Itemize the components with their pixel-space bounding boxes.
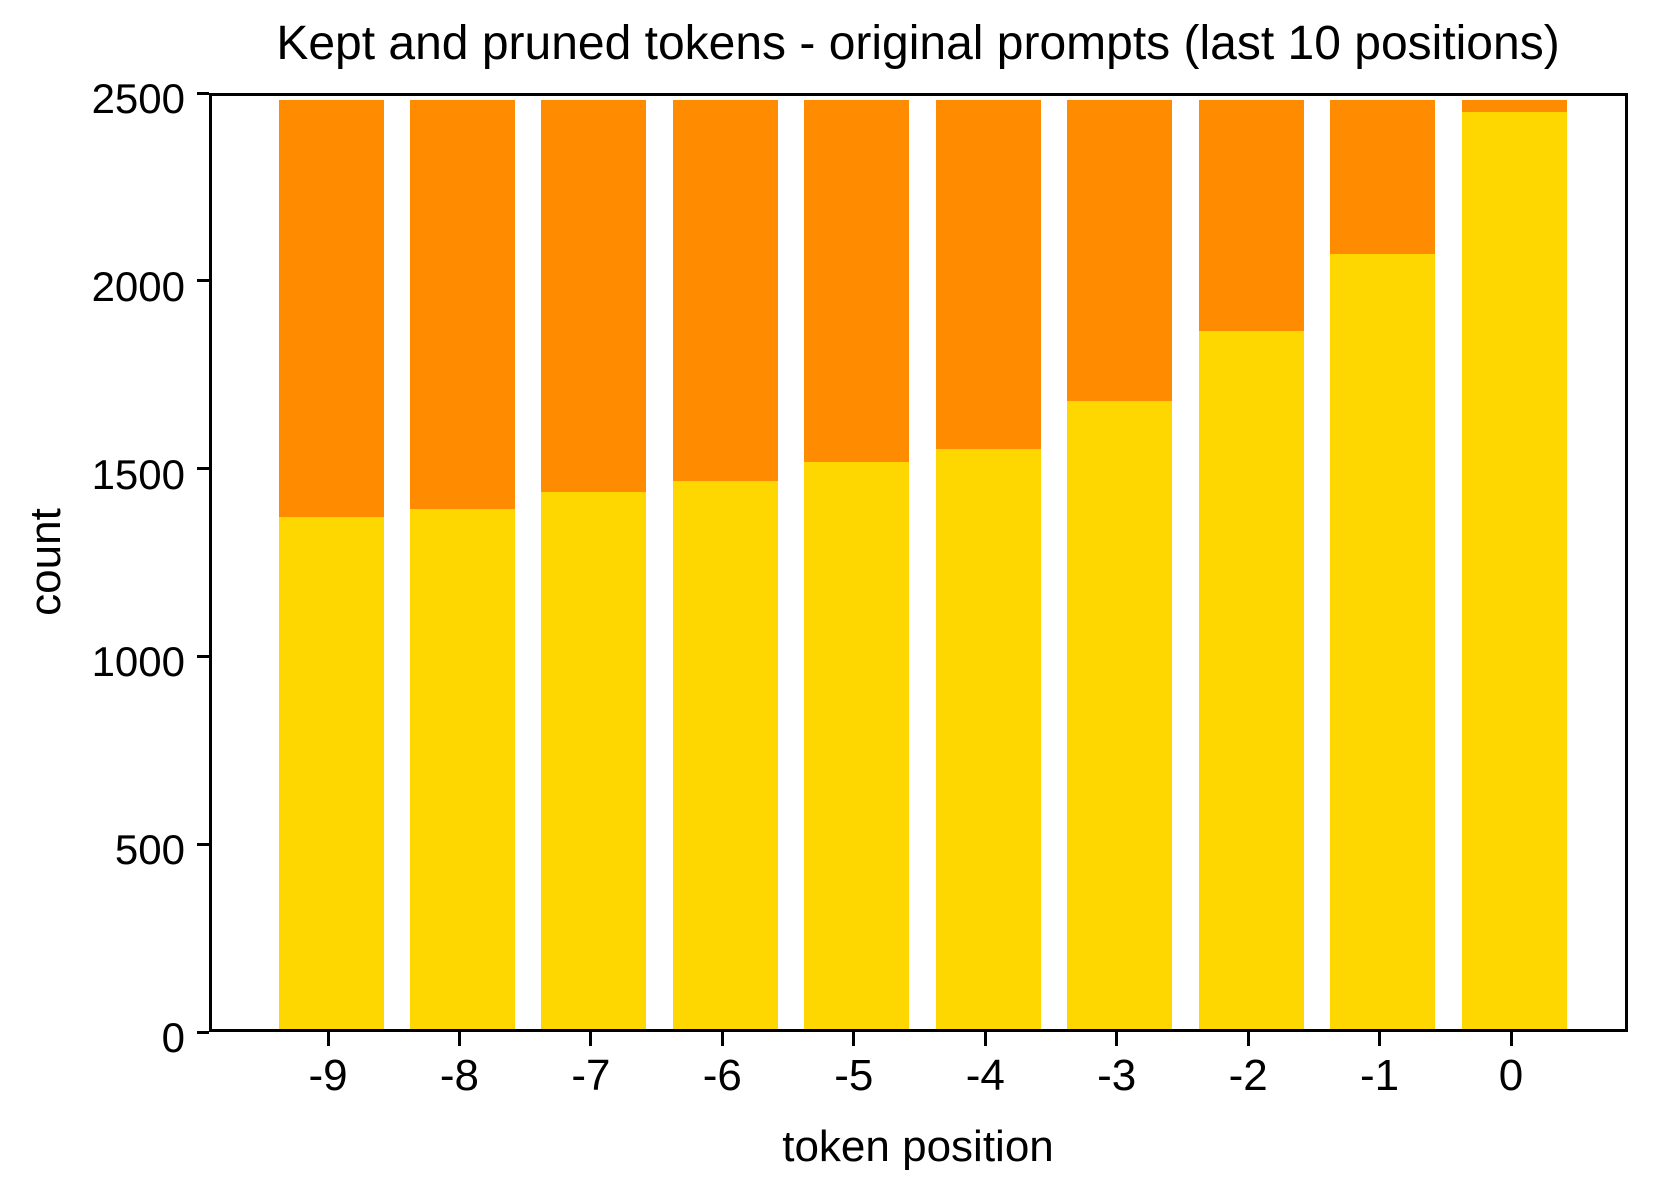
bars-layer [212,96,1625,1029]
x-tick [589,1032,593,1046]
y-axis-label: count [21,508,70,616]
bar-segment-pruned [541,100,647,493]
bar-segment-kept [804,462,910,1029]
x-tick-label: -4 [965,1051,1005,1100]
y-tick-label: 2500 [91,75,185,122]
bar-segment-kept [541,492,647,1029]
x-tick-label: -2 [1228,1051,1268,1100]
bar-segment-kept [672,480,778,1029]
y-tick [197,467,209,471]
y-tick [197,1030,209,1034]
y-tick-label: 1500 [91,450,185,498]
plot-area [209,93,1628,1032]
x-tick-label: 0 [1498,1051,1524,1100]
x-tick [1115,1032,1119,1046]
x-tick [852,1032,856,1046]
y-tick-label: 0 [161,1014,185,1061]
x-tick [1246,1032,1250,1046]
x-axis-label: token position [782,1122,1054,1171]
y-tick-label: 1000 [91,638,185,686]
bar-segment-pruned [278,100,384,518]
x-tick [983,1032,987,1046]
bar-segment-pruned [1067,100,1173,401]
bar-segment-kept [935,449,1041,1029]
x-tick [1378,1032,1382,1046]
x-tick-label: -7 [571,1051,611,1100]
chart-title: Kept and pruned tokens - original prompt… [276,17,1560,70]
x-tick-label: -3 [1097,1051,1137,1100]
x-tick-label: -8 [439,1051,479,1100]
x-tick [326,1032,330,1046]
y-tick [197,654,209,658]
bar-segment-kept [409,509,515,1029]
bar-segment-pruned [672,100,778,481]
x-tick-label: -6 [702,1051,742,1100]
bar-segment-pruned [804,100,910,463]
y-tick [197,279,209,283]
x-tick [720,1032,724,1046]
bar-segment-pruned [1461,100,1567,113]
x-tick-label: -5 [834,1051,874,1100]
y-tick-label: 500 [114,826,185,874]
y-tick [197,842,209,846]
x-tick [457,1032,461,1046]
bar-segment-pruned [409,100,515,510]
bar-segment-kept [1198,331,1304,1029]
bar-segment-kept [1461,112,1567,1029]
bar-segment-kept [1330,254,1436,1029]
bar-segment-kept [1067,401,1173,1029]
y-tick-label: 2000 [91,262,185,310]
y-tick [197,91,209,95]
bar-segment-kept [278,517,384,1029]
x-tick-label: -1 [1360,1051,1400,1100]
bar-segment-pruned [1198,100,1304,332]
bar-segment-pruned [935,100,1041,450]
x-tick [1509,1032,1513,1046]
bar-segment-pruned [1330,100,1436,255]
x-tick-label: -9 [308,1051,348,1100]
